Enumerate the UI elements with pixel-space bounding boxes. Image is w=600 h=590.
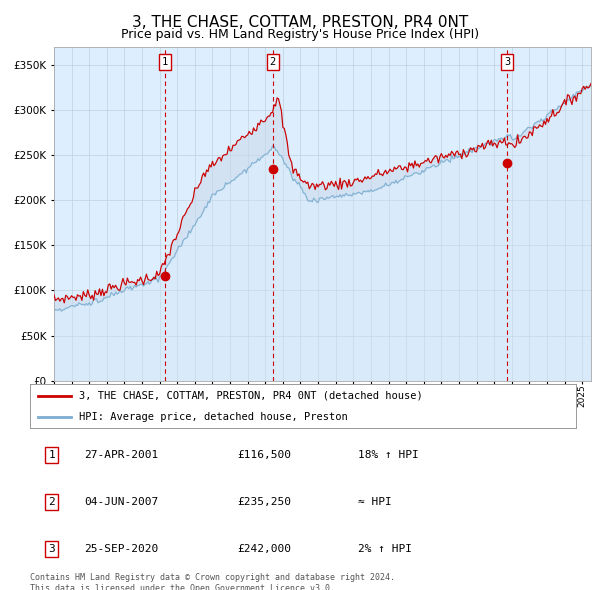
- Text: £235,250: £235,250: [238, 497, 292, 507]
- Text: 25-SEP-2020: 25-SEP-2020: [85, 545, 159, 554]
- Text: 18% ↑ HPI: 18% ↑ HPI: [358, 450, 418, 460]
- Text: 2% ↑ HPI: 2% ↑ HPI: [358, 545, 412, 554]
- Text: 3, THE CHASE, COTTAM, PRESTON, PR4 0NT (detached house): 3, THE CHASE, COTTAM, PRESTON, PR4 0NT (…: [79, 391, 423, 401]
- Text: £242,000: £242,000: [238, 545, 292, 554]
- Text: Contains HM Land Registry data © Crown copyright and database right 2024.
This d: Contains HM Land Registry data © Crown c…: [30, 573, 395, 590]
- Text: 27-APR-2001: 27-APR-2001: [85, 450, 159, 460]
- Text: Price paid vs. HM Land Registry's House Price Index (HPI): Price paid vs. HM Land Registry's House …: [121, 28, 479, 41]
- Text: ≈ HPI: ≈ HPI: [358, 497, 391, 507]
- Text: 3: 3: [504, 57, 510, 67]
- Text: HPI: Average price, detached house, Preston: HPI: Average price, detached house, Pres…: [79, 412, 348, 422]
- Text: 04-JUN-2007: 04-JUN-2007: [85, 497, 159, 507]
- Text: 3: 3: [49, 545, 55, 554]
- Text: 2: 2: [269, 57, 276, 67]
- Text: 1: 1: [49, 450, 55, 460]
- Text: 1: 1: [162, 57, 169, 67]
- Text: 3, THE CHASE, COTTAM, PRESTON, PR4 0NT: 3, THE CHASE, COTTAM, PRESTON, PR4 0NT: [132, 15, 468, 30]
- Text: 2: 2: [49, 497, 55, 507]
- Text: £116,500: £116,500: [238, 450, 292, 460]
